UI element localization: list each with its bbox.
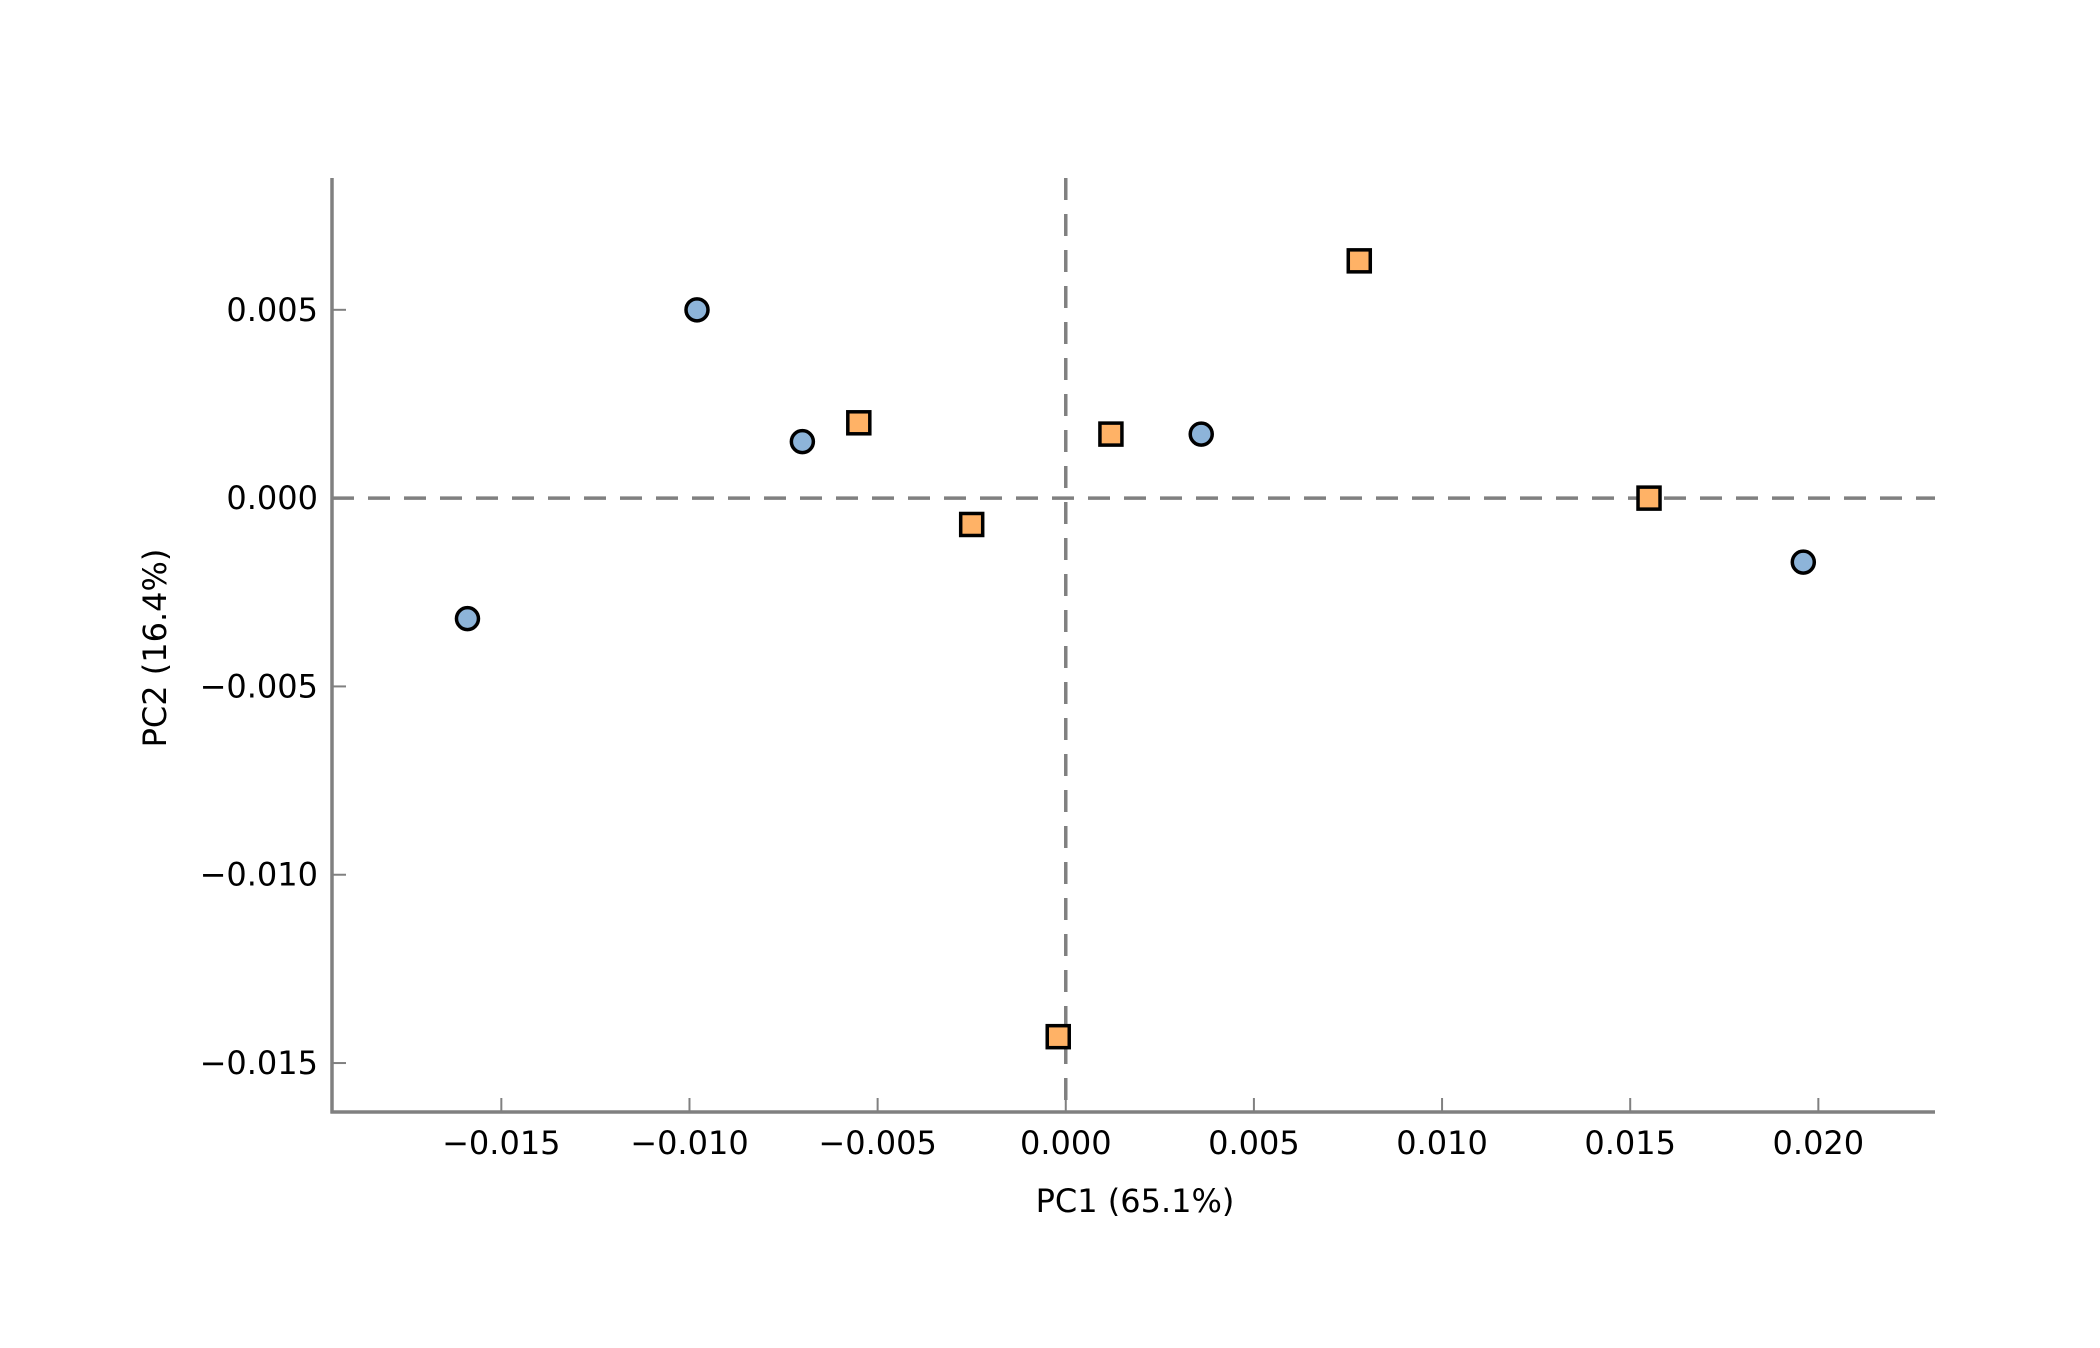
x-tick-label: −0.010 <box>630 1124 748 1162</box>
x-tick-label: −0.015 <box>442 1124 560 1162</box>
x-axis-label: PC1 (65.1%) <box>1036 1182 1235 1220</box>
y-tick-label: −0.005 <box>200 667 318 705</box>
square-data-point <box>1346 248 1373 274</box>
y-tick-label: −0.010 <box>200 856 318 894</box>
x-tick-label: 0.010 <box>1396 1124 1488 1162</box>
circle-data-point <box>1188 421 1214 447</box>
y-axis-ticks: 0.005 0.000 −0.005 −0.010 −0.015 <box>200 291 346 1082</box>
square-data-point <box>958 511 985 538</box>
circle-data-point <box>1790 549 1817 575</box>
y-tick-label: 0.000 <box>226 479 318 517</box>
x-tick-label: 0.015 <box>1584 1124 1676 1162</box>
axes <box>330 178 1935 1114</box>
reference-lines <box>332 178 1935 1112</box>
square-data-point <box>1636 485 1662 511</box>
x-tick-label: 0.005 <box>1208 1124 1300 1162</box>
square-data-point <box>1098 421 1124 447</box>
x-axis-ticks: −0.015 −0.010 −0.005 0.000 0.005 0.010 0.015 0.… <box>442 1098 1864 1162</box>
circle-data-point <box>684 297 710 323</box>
data-points <box>454 248 1817 1050</box>
y-axis-label: PC2 (16.4%) <box>136 549 174 748</box>
square-data-point <box>1045 1023 1071 1050</box>
x-tick-label: 0.000 <box>1020 1124 1112 1162</box>
y-tick-label: −0.015 <box>200 1044 318 1082</box>
x-tick-label: 0.020 <box>1773 1124 1865 1162</box>
circle-data-point <box>789 428 816 455</box>
y-tick-label: 0.005 <box>226 291 318 329</box>
x-tick-label: −0.005 <box>818 1124 936 1162</box>
circle-data-point <box>454 605 481 632</box>
square-data-point <box>846 410 872 436</box>
